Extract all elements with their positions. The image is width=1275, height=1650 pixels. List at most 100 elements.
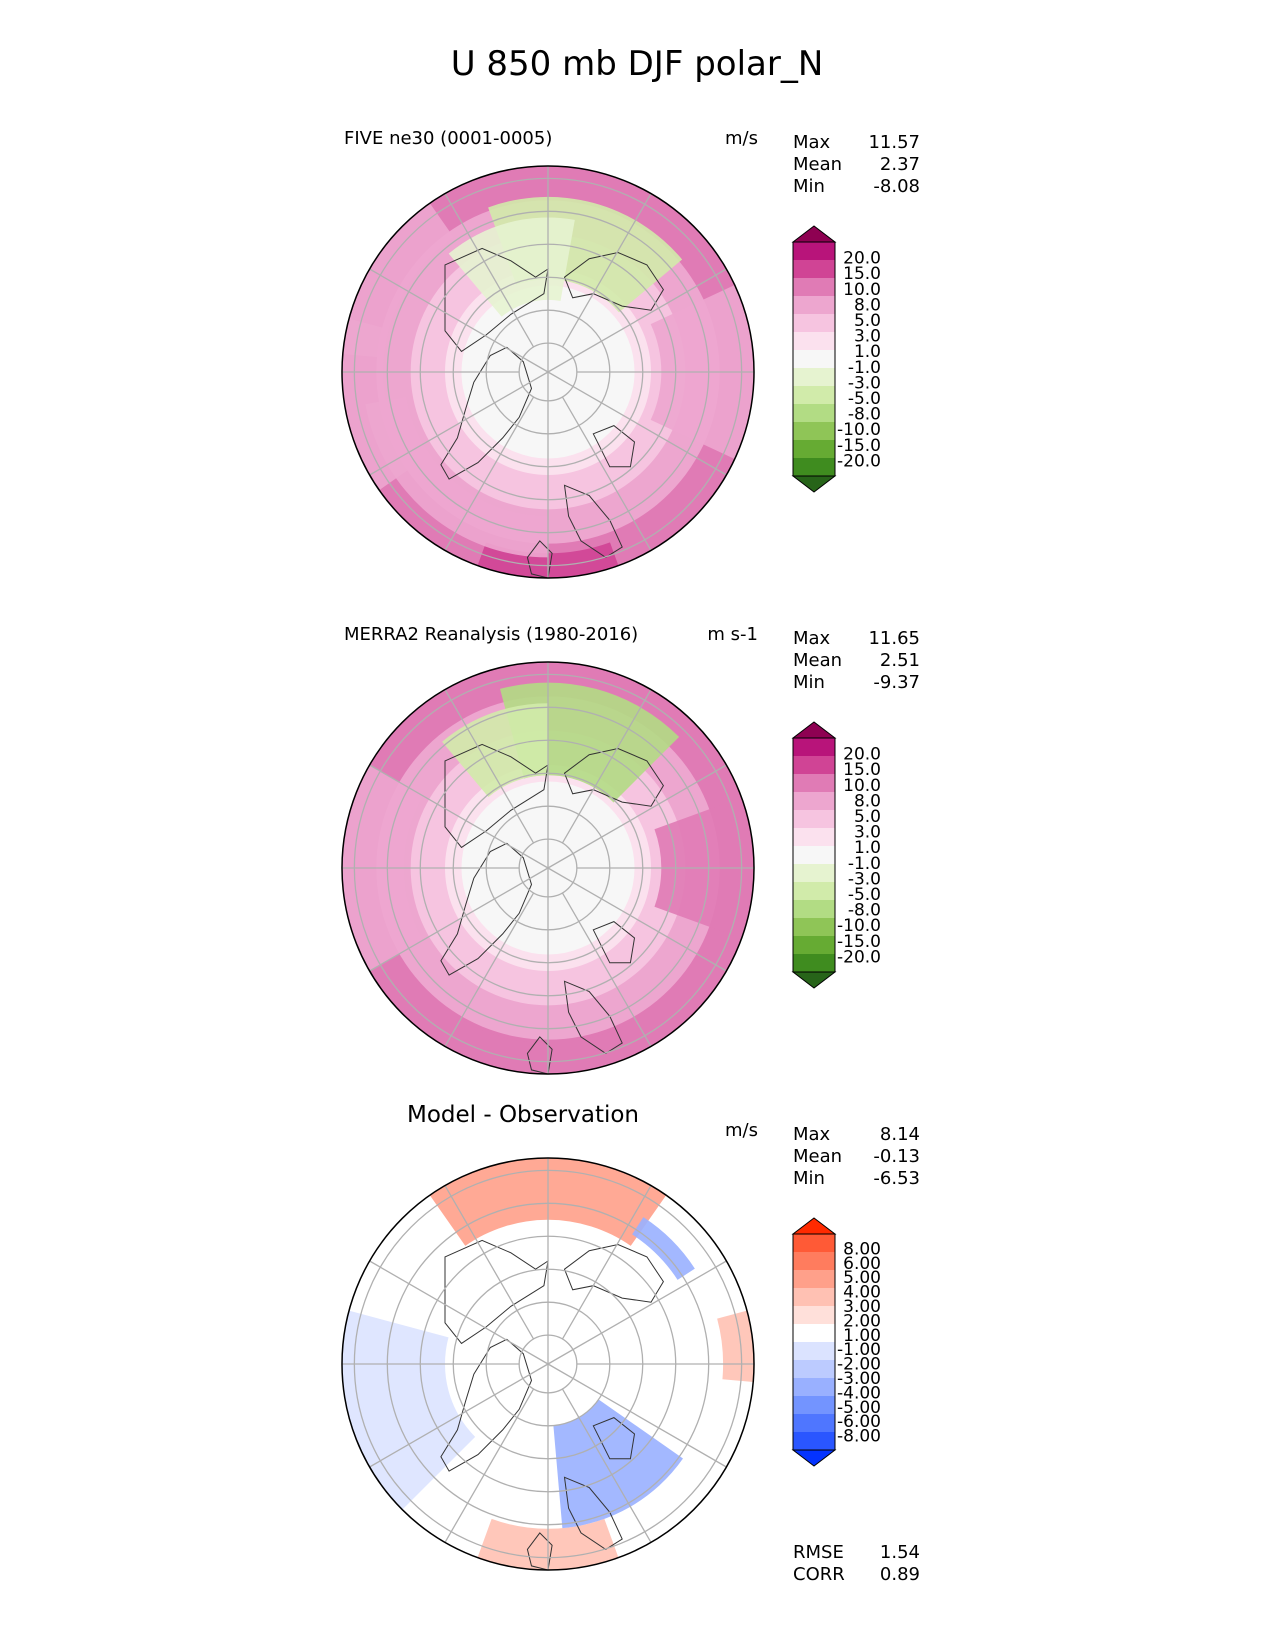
panel-title: MERRA2 Reanalysis (1980-2016) (344, 624, 638, 645)
colorbar-segment (793, 846, 835, 864)
colorbar-tick-label: 20.0 (843, 249, 881, 269)
colorbar-extend-max (791, 225, 837, 243)
colorbar-segment (793, 1414, 835, 1432)
colorbar-segment (793, 936, 835, 954)
map-border (341, 165, 755, 579)
colorbar-segment (793, 368, 835, 386)
colorbar-tick-label: -4.00 (837, 1383, 881, 1403)
colorbar: 8.006.005.004.003.002.001.00-1.00-2.00-3… (791, 1217, 881, 1467)
colorbar-segment (793, 756, 835, 774)
map-panel-3: Model - Observation m/s Max 8.14 Mean -0.13 Mi… (341, 1102, 920, 1585)
colorbar-tick-label: 10.0 (843, 280, 881, 300)
colorbar-tick-label: -3.0 (848, 869, 881, 889)
colorbar-segment (793, 1360, 835, 1378)
field-lobe (632, 1217, 695, 1280)
coastline (592, 425, 636, 468)
colorbar-tick-label: -1.0 (848, 854, 881, 874)
colorbar-tick-label: 8.00 (843, 1239, 881, 1259)
colorbar-tick-label: -8.00 (837, 1427, 881, 1447)
stat-value: 2.51 (880, 650, 920, 671)
map-border (341, 1157, 755, 1571)
colorbar-segment (793, 1342, 835, 1360)
colorbar-tick-label: 2.00 (843, 1311, 881, 1331)
colorbar-tick-label: -3.00 (837, 1369, 881, 1389)
coastline (592, 921, 636, 964)
field-lobe (448, 217, 575, 317)
stat-value: 11.65 (868, 628, 920, 649)
coastline (444, 1239, 549, 1345)
colorbar-segment (793, 386, 835, 404)
panel-title: FIVE ne30 (0001-0005) (344, 128, 552, 149)
coastline (563, 1243, 664, 1303)
coastline (592, 1417, 636, 1460)
colorbar-segment (793, 1432, 835, 1450)
colorbar-segment (793, 314, 835, 332)
coastline (440, 1338, 533, 1472)
colorbar-tick-label: 10.0 (843, 776, 881, 796)
colorbar-tick-label: 4.00 (843, 1283, 881, 1303)
colorbar-tick-label: -8.0 (848, 405, 881, 425)
colorbar-tick-label: -6.00 (837, 1412, 881, 1432)
panel-title: Model - Observation (407, 1102, 639, 1128)
colorbar-tick-label: 1.0 (854, 342, 881, 362)
colorbar-segment (793, 774, 835, 792)
colorbar-extend-min (791, 971, 837, 989)
colorbar-segment (793, 350, 835, 368)
stat-label: Mean (793, 1146, 842, 1167)
map-border (341, 661, 755, 1075)
colorbar-tick-label: 3.0 (854, 823, 881, 843)
colorbar-tick-label: 3.00 (843, 1297, 881, 1317)
coastline (563, 980, 623, 1054)
colorbar-tick-label: 20.0 (843, 745, 881, 765)
contour-field (342, 662, 754, 1074)
colorbar-segment (793, 738, 835, 756)
rmse-label: RMSE (793, 1542, 844, 1563)
contour-field (342, 1158, 754, 1570)
colorbar-tick-label: -8.0 (848, 901, 881, 921)
colorbar-segment (793, 1288, 835, 1306)
colorbar-segment (793, 882, 835, 900)
colorbar-extend-max (791, 721, 837, 739)
field-lobe (553, 1399, 683, 1529)
colorbar-tick-label: 8.0 (854, 791, 881, 811)
corr-label: CORR (793, 1564, 845, 1585)
stat-label: Min (793, 672, 825, 693)
coastline (563, 484, 623, 558)
colorbar-tick-label: 15.0 (843, 760, 881, 780)
colorbar-tick-label: 15.0 (843, 264, 881, 284)
stat-label: Mean (793, 650, 842, 671)
colorbar-segment (793, 792, 835, 810)
graticule (342, 1158, 754, 1570)
stat-label: Min (793, 176, 825, 197)
colorbar-segment (793, 810, 835, 828)
colorbar-tick-label: -5.0 (848, 885, 881, 905)
stat-value: 2.37 (880, 154, 920, 175)
figure-title: U 850 mb DJF polar_N (451, 44, 824, 84)
stat-value: -9.37 (873, 672, 920, 693)
colorbar-tick-label: 5.0 (854, 311, 881, 331)
stat-label: Max (793, 132, 831, 153)
colorbar-tick-label: 5.0 (854, 807, 881, 827)
colorbar-segment (793, 1306, 835, 1324)
contour-field (342, 166, 754, 578)
map-panel-1: FIVE ne30 (0001-0005) m/s Max 11.57 Mean 2.37… (341, 128, 920, 579)
colorbar-segment (793, 1270, 835, 1288)
map-panel-2: MERRA2 Reanalysis (1980-2016) m s-1 Max 11.… (341, 624, 920, 1075)
coastline (444, 247, 549, 353)
colorbar-segment (793, 422, 835, 440)
colorbar-segment (793, 828, 835, 846)
colorbar-segment (793, 404, 835, 422)
stats-block: Max 8.14 Mean -0.13 Min -6.53 (793, 1124, 920, 1189)
colorbar-tick-label: 5.00 (843, 1268, 881, 1288)
colorbar: 20.015.010.08.05.03.01.0-1.0-3.0-5.0-8.0… (791, 225, 881, 493)
colorbar-segment (793, 458, 835, 476)
stats-block: Max 11.57 Mean 2.37 Min -8.08 (793, 132, 920, 197)
colorbar-tick-label: -5.00 (837, 1398, 881, 1418)
stat-label: Max (793, 628, 831, 649)
coastline (563, 251, 664, 311)
colorbar-segment (793, 918, 835, 936)
field-lobe (342, 318, 414, 491)
colorbar-tick-label: -10.0 (837, 916, 881, 936)
stat-label: Min (793, 1168, 825, 1189)
colorbar-segment (793, 260, 835, 278)
